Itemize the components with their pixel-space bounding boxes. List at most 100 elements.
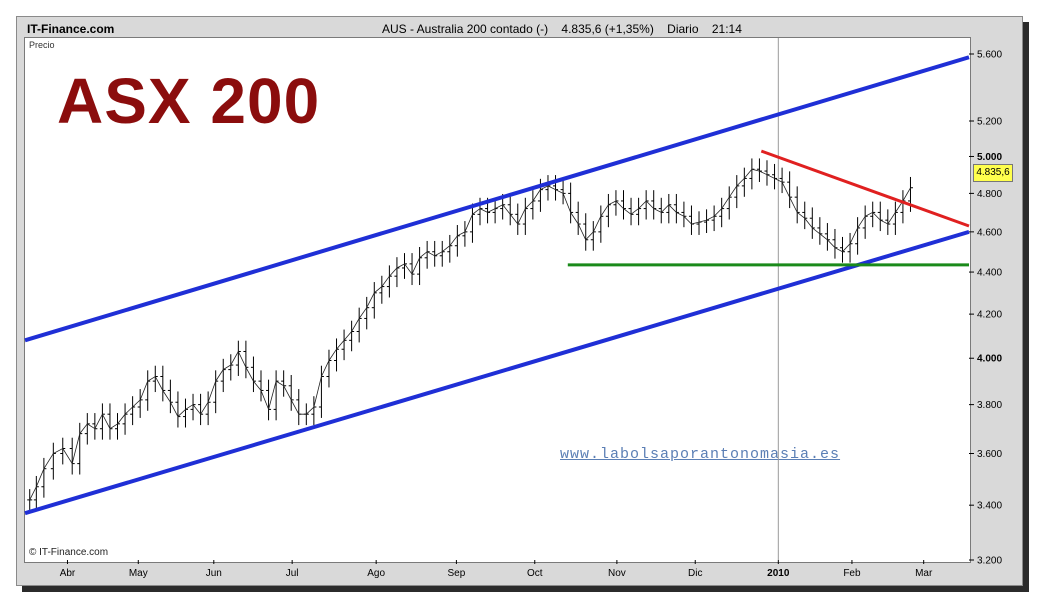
x-tick-label: 2010 <box>767 568 790 579</box>
price-bar <box>235 340 241 376</box>
price-bar <box>92 413 98 440</box>
price-bar <box>167 379 173 414</box>
y-tick-label: 4.800 <box>977 189 1002 200</box>
price-bar <box>77 422 83 475</box>
price-bar <box>175 391 181 428</box>
watermark-link[interactable]: www.labolsaporantonomasia.es <box>560 446 841 463</box>
price-bar <box>530 190 536 220</box>
y-tick-label: 3.400 <box>977 501 1002 512</box>
price-bar <box>99 403 105 440</box>
price-bar <box>847 232 853 263</box>
price-bar <box>417 247 423 286</box>
price-bar <box>447 234 453 263</box>
y-tick-label: 4.400 <box>977 268 1002 279</box>
price-bar <box>696 211 702 235</box>
price-bar <box>371 282 377 319</box>
quote-value: 4.835,6 (+1,35%) <box>561 22 654 36</box>
price-bar <box>824 223 830 251</box>
x-tick-label: Oct <box>527 568 543 579</box>
price-bar <box>454 225 460 257</box>
chart-svg: 3.200 3.400 3.600 3.800 4.000 4.200 4.400 4.600… <box>24 38 1002 579</box>
price-bar <box>704 209 710 234</box>
price-bar <box>794 186 800 224</box>
price-bar <box>439 240 445 267</box>
price-bar <box>628 197 634 226</box>
price-bar <box>651 190 657 220</box>
price-bar <box>620 190 626 220</box>
current-price-tag: 4.835,6 <box>973 164 1013 182</box>
y-tick-label: 3.800 <box>977 400 1002 411</box>
price-bar <box>885 209 891 235</box>
price-bar <box>749 158 755 190</box>
trendline-resistance <box>760 149 970 228</box>
price-bar <box>877 201 883 232</box>
site-name: IT-Finance.com <box>27 22 115 36</box>
price-bar <box>681 201 687 228</box>
price-bar <box>590 221 596 251</box>
price-bar <box>598 205 604 243</box>
price-line <box>29 168 911 501</box>
price-bar <box>107 403 113 440</box>
price-bar <box>379 275 385 304</box>
instrument-info: AUS - Australia 200 contado (-) 4.835,6 … <box>382 22 752 36</box>
price-bar <box>386 265 392 298</box>
plot-area: Precio ASX 200 www.labolsaporantonomasia… <box>24 37 971 563</box>
price-bar <box>356 307 362 343</box>
y-tick-label: 5.000 <box>977 152 1002 163</box>
trendline-channel-upper <box>24 55 970 343</box>
price-bar <box>643 190 649 220</box>
y-tick-label: 4.600 <box>977 227 1002 238</box>
y-tick-label: 5.200 <box>977 117 1002 128</box>
price-bar <box>545 175 551 201</box>
price-bar <box>250 356 256 393</box>
price-bar <box>27 489 33 511</box>
price-bar <box>409 253 415 286</box>
x-tick-label: Jul <box>286 568 299 579</box>
price-bar <box>145 370 151 411</box>
price-bar <box>560 178 566 205</box>
price-bar <box>130 396 136 426</box>
price-bar <box>115 413 121 440</box>
price-bar <box>469 203 475 243</box>
price-bar <box>734 175 740 209</box>
price-bar <box>33 475 39 511</box>
price-bar <box>568 182 574 224</box>
price-bar <box>862 205 868 239</box>
price-bar <box>779 167 785 194</box>
price-bar <box>394 257 400 288</box>
x-tick-label: Nov <box>608 568 626 579</box>
price-bar <box>666 193 672 224</box>
price-bar <box>575 201 581 235</box>
price-bar <box>198 393 204 426</box>
price-bar <box>711 205 717 232</box>
price-bar <box>772 163 778 190</box>
price-bar <box>892 201 898 235</box>
price-bar <box>605 193 611 228</box>
price-bar <box>266 379 272 421</box>
x-tick-label: Feb <box>843 568 861 579</box>
chart-big-title: ASX 200 <box>57 65 321 137</box>
price-bar <box>84 413 90 445</box>
price-bar <box>122 403 128 435</box>
price-bar <box>756 158 762 182</box>
price-bar <box>69 437 75 475</box>
price-bar <box>424 240 430 269</box>
price-bar <box>182 398 188 428</box>
price-bar <box>243 340 249 379</box>
price-bar <box>719 197 725 228</box>
price-bar <box>741 167 747 197</box>
y-tick-label: 3.600 <box>977 449 1002 460</box>
price-bar <box>364 296 370 330</box>
price-bar <box>220 358 226 393</box>
y-tick-label: 4.200 <box>977 310 1002 321</box>
trendline-channel-lower <box>24 229 970 516</box>
price-bar <box>802 201 808 230</box>
price-bar <box>809 207 815 239</box>
time-label: 21:14 <box>711 22 742 36</box>
price-bar <box>288 374 294 411</box>
instrument-name: AUS - Australia 200 contado (-) <box>382 22 549 36</box>
price-bar <box>334 338 340 372</box>
x-tick-label: Mar <box>915 568 933 579</box>
price-bar <box>900 190 906 224</box>
period-label: Diario <box>667 22 699 36</box>
